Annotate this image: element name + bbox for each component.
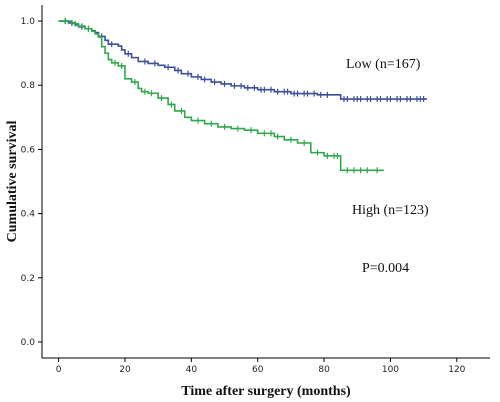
y-tick-label: 0.6 bbox=[21, 145, 36, 155]
x-tick-label: 0 bbox=[56, 365, 62, 375]
x-tick-label: 120 bbox=[448, 365, 465, 375]
x-tick-label: 60 bbox=[252, 365, 264, 375]
low-group-label: Low (n=167) bbox=[346, 57, 421, 72]
x-tick-label: 100 bbox=[382, 365, 399, 375]
y-tick-label: 0.8 bbox=[21, 81, 36, 91]
y-tick-label: 0.0 bbox=[21, 338, 36, 348]
y-tick-label: 0.2 bbox=[21, 274, 35, 284]
x-tick-label: 40 bbox=[186, 365, 198, 375]
y-axis-title: Cumulative survival bbox=[5, 121, 20, 243]
axis-ticks: 0 20 40 60 80 100 120 0.0 0.2 0.4 0.6 0.8 1.0 bbox=[21, 17, 466, 375]
x-tick-label: 20 bbox=[119, 365, 131, 375]
x-tick-label: 80 bbox=[318, 365, 330, 375]
high-group-label: High (n=123) bbox=[352, 203, 429, 218]
high-group-curve bbox=[58, 20, 384, 172]
x-axis-title: Time after surgery (months) bbox=[181, 384, 351, 399]
y-tick-label: 1.0 bbox=[21, 17, 36, 27]
p-value-label: P=0.004 bbox=[362, 261, 409, 276]
series-layer bbox=[58, 18, 427, 174]
y-tick-label: 0.4 bbox=[21, 210, 36, 220]
